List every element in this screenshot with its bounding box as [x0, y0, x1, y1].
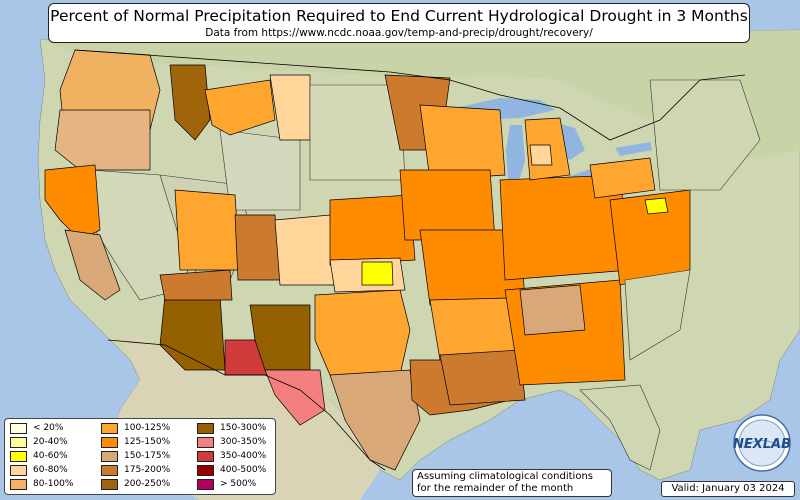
legend-item: 175-200% [101, 464, 170, 476]
region-california-tan [64, 229, 121, 301]
region-colorado-brown [234, 214, 281, 281]
legend-label: 60-80% [33, 465, 68, 475]
legend-label: 150-300% [220, 423, 267, 433]
legend-swatch [10, 450, 27, 462]
region-oregon-tan [54, 109, 151, 171]
region-texas-tan [329, 369, 421, 471]
legend-item: 150-300% [197, 422, 266, 434]
region-colorado-orange [174, 189, 241, 271]
region-michigan-light [529, 144, 553, 166]
legend-item: 150-175% [101, 450, 170, 462]
region-idaho-brown [169, 64, 211, 141]
us-canada-border [74, 49, 746, 141]
legend-swatch [197, 436, 214, 448]
legend-swatch [101, 464, 118, 476]
svg-text:NEXLAB: NEXLAB [733, 437, 791, 452]
region-wyoming [219, 129, 301, 211]
region-wisconsin-orange [419, 104, 506, 181]
legend-item: 80-100% [10, 478, 73, 490]
legend-label: 150-175% [124, 451, 171, 461]
us-mexico-border [107, 339, 386, 471]
lake-michigan [506, 125, 525, 185]
region-arkansas-orange [429, 297, 516, 361]
legend-label: 80-100% [33, 479, 74, 489]
legend-label: 350-400% [220, 451, 267, 461]
region-florida [579, 384, 661, 471]
legend-swatch [101, 422, 118, 434]
valid-date: Valid: January 03 2024 [661, 481, 795, 497]
legend-item: 350-400% [197, 450, 266, 462]
legend-swatch [10, 464, 27, 476]
region-texas-orange [314, 289, 411, 376]
legend-swatch [101, 478, 118, 490]
lake-ontario [615, 142, 652, 156]
legend-item: 20-40% [10, 436, 68, 448]
legend-label: 100-125% [124, 423, 171, 433]
region-carolina-coast [624, 269, 691, 361]
title-box: Percent of Normal Precipitation Required… [48, 3, 750, 43]
canada-land [40, 30, 800, 160]
legend-label: 175-200% [124, 465, 171, 475]
map-title: Percent of Normal Precipitation Required… [50, 7, 748, 25]
legend-item: 200-250% [101, 478, 170, 490]
legend-swatch [10, 478, 27, 490]
region-arizona-orange [159, 269, 233, 301]
legend-swatch [197, 450, 214, 462]
region-oklahoma-yellow [361, 261, 394, 286]
legend: < 20% 20-40% 40-60% 60-80% 80-100% 100-1… [4, 418, 276, 495]
legend-swatch [197, 464, 214, 476]
legend-label: 40-60% [33, 451, 68, 461]
legend-swatch [10, 422, 27, 434]
legend-label: > 500% [220, 479, 257, 489]
region-montana-orange [204, 79, 276, 136]
legend-swatch [101, 436, 118, 448]
legend-item: 125-150% [101, 436, 170, 448]
legend-label: 20-40% [33, 437, 68, 447]
legend-item: 300-350% [197, 436, 266, 448]
region-texas-pink [264, 369, 326, 426]
legend-swatch [101, 450, 118, 462]
legend-swatch [197, 478, 214, 490]
region-iowa-orange [399, 169, 496, 241]
map-subtitle: Data from https://www.ncdc.noaa.gov/temp… [205, 27, 593, 39]
legend-label: 300-350% [220, 437, 267, 447]
legend-item: 400-500% [197, 464, 266, 476]
legend-label: 400-500% [220, 465, 267, 475]
note-line-2: for the remainder of the month [417, 483, 574, 494]
region-new-england [649, 79, 761, 191]
region-nebraska-orange [329, 194, 416, 266]
note-line-1: Assuming climatological conditions [417, 471, 593, 482]
region-southeast-tan [519, 284, 586, 336]
legend-label: 125-150% [124, 437, 171, 447]
legend-label: < 20% [33, 423, 64, 433]
legend-swatch [197, 422, 214, 434]
region-northeast-orange [589, 157, 656, 199]
assumption-note: Assuming climatological conditions for t… [412, 469, 612, 497]
legend-item: 60-80% [10, 464, 68, 476]
region-maryland-yellow [644, 197, 669, 215]
legend-item: > 500% [197, 478, 256, 490]
legend-swatch [10, 436, 27, 448]
legend-item: < 20% [10, 422, 63, 434]
region-plains-light [274, 214, 336, 286]
legend-label: 200-250% [124, 479, 171, 489]
legend-item: 100-125% [101, 422, 170, 434]
region-delta-brown [439, 349, 526, 406]
legend-item: 40-60% [10, 450, 68, 462]
nexlab-logo: NEXLAB [733, 414, 791, 472]
